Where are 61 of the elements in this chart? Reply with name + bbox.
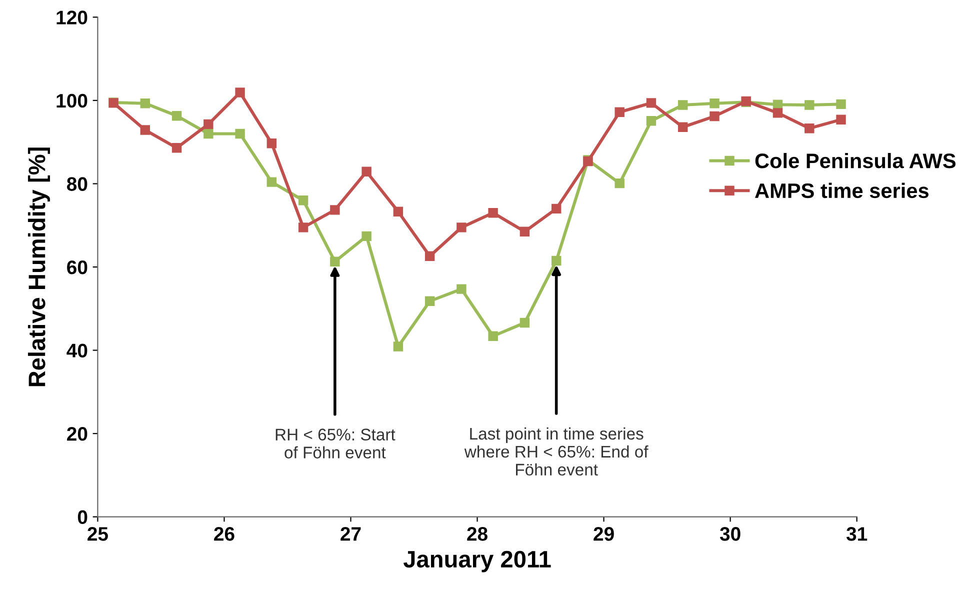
point xyxy=(235,128,245,139)
point xyxy=(678,122,688,132)
point xyxy=(804,100,814,110)
point xyxy=(551,256,562,266)
point xyxy=(836,114,846,124)
point xyxy=(456,284,466,294)
point xyxy=(614,107,624,117)
x-tick-label: 31 xyxy=(846,527,868,541)
point xyxy=(362,166,372,177)
x-tick-label: 28 xyxy=(467,527,488,541)
point xyxy=(298,222,308,232)
point xyxy=(710,98,720,108)
x-tick-label: 26 xyxy=(214,527,234,541)
point xyxy=(772,108,783,118)
annotation: Last point in time series where RH < 65%: End of Föhn event xyxy=(464,427,648,476)
point xyxy=(456,222,466,232)
point xyxy=(204,128,214,139)
y-tick-label: 40 xyxy=(66,344,88,358)
point xyxy=(330,256,340,266)
point xyxy=(172,110,182,121)
x-tick-label: 27 xyxy=(340,527,361,541)
point xyxy=(804,123,814,134)
x-tick-label: 29 xyxy=(594,527,614,541)
point xyxy=(424,251,435,262)
point xyxy=(678,100,688,110)
point xyxy=(710,111,720,122)
point xyxy=(266,177,277,187)
point xyxy=(204,119,214,130)
point xyxy=(362,231,372,242)
x-axis-title: January 2011 xyxy=(403,550,551,572)
y-axis-title: Relative Humidity [%] xyxy=(28,148,50,386)
x-tick-label: 25 xyxy=(88,527,108,541)
point xyxy=(393,342,404,352)
point xyxy=(836,99,846,110)
point xyxy=(266,138,277,148)
point xyxy=(646,98,656,108)
annotation: RH < 65%: Start of Föhn event xyxy=(276,428,396,458)
y-tick-label: 80 xyxy=(66,177,88,191)
point xyxy=(235,88,245,98)
y-tick-label: 60 xyxy=(67,260,88,274)
point xyxy=(330,205,340,215)
point xyxy=(488,331,498,341)
point xyxy=(298,196,308,206)
y-tick-label: 120 xyxy=(56,10,88,24)
point xyxy=(140,98,150,108)
y-tick-label: 0 xyxy=(78,510,88,524)
point xyxy=(646,116,656,126)
point xyxy=(614,178,624,188)
point xyxy=(520,226,530,236)
y-tick-label: 100 xyxy=(56,94,88,108)
point xyxy=(424,296,435,306)
legend-label: AMPS time series xyxy=(755,182,928,198)
point xyxy=(172,143,182,153)
point xyxy=(140,125,150,135)
y-tick-label: 20 xyxy=(67,427,88,441)
point xyxy=(393,206,404,216)
point xyxy=(551,204,562,214)
legend-label: Cole Peninsula AWS xyxy=(755,152,956,168)
point xyxy=(488,208,498,218)
point xyxy=(520,318,530,328)
x-tick-label: 30 xyxy=(720,527,740,541)
